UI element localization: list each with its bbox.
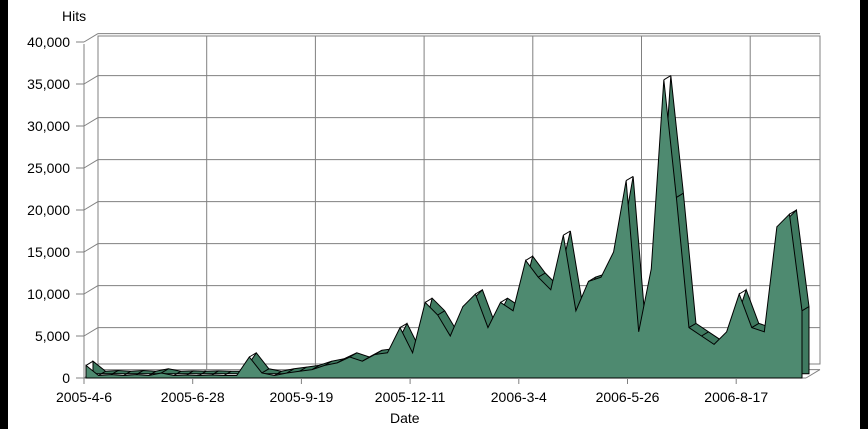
data-point-edge: [286, 368, 295, 374]
y-tick-label: 30,000: [27, 118, 70, 134]
data-point-edge: [135, 370, 144, 376]
y-tick-label: 15,000: [27, 244, 70, 260]
x-tick-label: 2006-5-26: [596, 389, 660, 405]
y-tick-label: 10,000: [27, 286, 70, 302]
data-point-edge: [801, 306, 810, 312]
plot-wall: [97, 35, 821, 365]
data-point-edge: [424, 297, 433, 303]
data-point-edge: [173, 370, 182, 376]
h-gridline-side: [83, 33, 99, 43]
data-point-edge: [123, 370, 131, 376]
data-point-edge: [261, 368, 270, 374]
x-tick-label: 2005-12-11: [375, 389, 446, 405]
y-tick-label: 40,000: [27, 34, 70, 50]
y-tick-label: 25,000: [27, 160, 70, 176]
data-point-edge: [751, 322, 760, 329]
data-point-edge: [98, 370, 106, 376]
data-point-edge: [563, 230, 571, 236]
data-point-edge: [161, 368, 169, 374]
data-point-edge: [676, 192, 684, 198]
h-gridline-side: [83, 117, 99, 127]
data-point-edge: [299, 366, 307, 372]
data-point-edge: [663, 75, 672, 81]
h-gridline-side: [83, 75, 99, 85]
data-point-edge: [211, 370, 219, 376]
series-area: [85, 75, 810, 379]
y-tick-label: 35,000: [27, 76, 70, 92]
y-axis-ticks: 0 5,000 10,000 15,000 20,000 25,000 30,000 35,0…: [27, 34, 84, 386]
y-tick-label: 5,000: [35, 328, 70, 344]
data-point-edge: [249, 352, 257, 358]
h-gridline-side: [83, 243, 99, 253]
x-tick-label: 2005-9-19: [269, 389, 333, 405]
x-tick-label: 2006-3-4: [491, 389, 547, 405]
x-tick-label: 2006-8-17: [704, 389, 768, 405]
data-point-edge: [738, 289, 747, 295]
data-point-edge: [701, 331, 709, 337]
y-axis-label: Hits: [62, 8, 87, 24]
x-tick-label: 2005-4-6: [56, 389, 112, 405]
x-tick-label: 2005-6-28: [161, 389, 225, 405]
grid-lines: [83, 33, 821, 379]
h-gridline-side: [83, 159, 99, 169]
data-point-edge: [475, 289, 483, 295]
series-area-front: [85, 79, 803, 379]
data-point-edge: [198, 370, 207, 376]
h-gridline-side: [83, 327, 99, 337]
data-point-edge: [374, 349, 383, 355]
h-gridline-side: [83, 285, 99, 295]
data-point-edge: [186, 370, 194, 376]
data-point-edge: [399, 322, 408, 329]
data-point-edge: [688, 322, 697, 329]
x-axis-label: Date: [390, 410, 420, 426]
data-point-edge: [789, 209, 797, 215]
data-point-edge: [625, 175, 634, 182]
h-gridline-side: [83, 201, 99, 211]
y-tick-label: 20,000: [27, 202, 70, 218]
y-tick-label: 0: [62, 370, 70, 386]
data-point-edge: [85, 360, 94, 366]
x-axis-side: [805, 369, 821, 379]
data-point-edge: [110, 370, 119, 376]
data-point-edge: [349, 352, 358, 358]
data-point-edge: [437, 310, 445, 316]
x-axis-ticks: 2005-4-6 2005-6-28 2005-9-19 2005-12-11 2006…: [56, 378, 768, 405]
data-point-edge: [500, 297, 508, 303]
data-point-edge: [537, 272, 546, 278]
data-point-edge: [525, 255, 533, 261]
data-point-edge: [223, 370, 232, 376]
